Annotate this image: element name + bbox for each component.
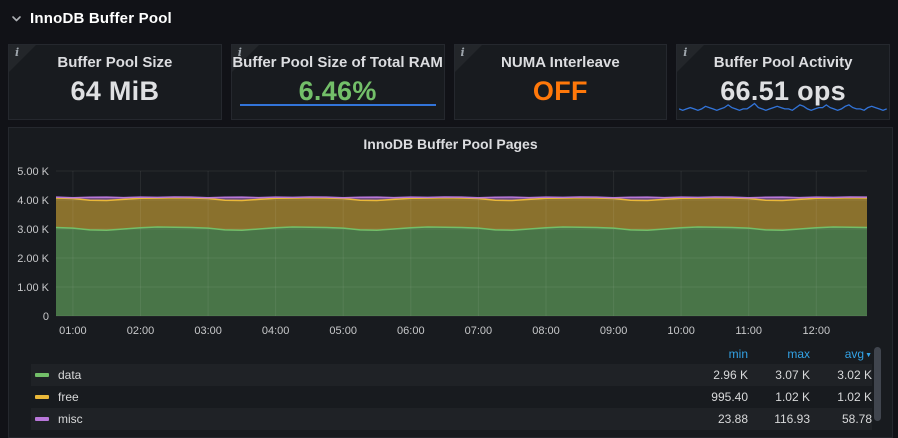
info-corner — [9, 45, 36, 72]
x-axis-label: 04:00 — [262, 325, 290, 337]
legend-min-value: 995.40 — [711, 390, 748, 404]
sort-desc-icon: ▼ — [865, 352, 872, 359]
row-title: InnoDB Buffer Pool — [30, 9, 172, 27]
line-data — [55, 226, 868, 231]
stat-panel-buffer-pool-activity: i Buffer Pool Activity 66.51 ops — [676, 44, 890, 120]
series-color-swatch — [35, 417, 49, 421]
legend-max-value: 3.07 K — [775, 368, 810, 382]
stat-value: OFF — [532, 76, 588, 106]
legend-avg-value: 1.02 K — [837, 390, 872, 404]
line-free — [55, 197, 868, 202]
stat-panels-row: i Buffer Pool Size 64 MiB i Buffer Pool Size… — [8, 44, 890, 120]
y-axis-label: 0 — [43, 311, 49, 323]
stat-panel-buffer-pool-size-of-total-ram: i Buffer Pool Size of Total RAM 6.46% — [230, 44, 445, 120]
series-label: misc — [58, 412, 83, 426]
info-icon[interactable]: i — [237, 46, 242, 59]
x-axis-label: 09:00 — [600, 325, 628, 337]
chart-title: InnoDB Buffer Pool Pages — [363, 136, 538, 152]
stat-value: 66.51 ops — [720, 76, 847, 106]
area-free — [56, 197, 867, 231]
stat-sparkline-flat — [239, 104, 436, 106]
legend-row-free: free 995.40 1.02 K 1.02 K — [31, 386, 872, 408]
legend-header-row: min max avg▼ — [31, 344, 872, 364]
y-axis-label: 2.00 K — [17, 253, 49, 265]
legend-series-misc[interactable]: misc — [31, 412, 678, 426]
series-color-swatch — [35, 395, 49, 399]
stat-title: Buffer Pool Size of Total RAM — [232, 54, 443, 71]
series-label: data — [58, 368, 82, 382]
legend-row-misc: misc 23.88 116.93 58.78 — [31, 408, 872, 430]
legend-sort-avg-label: avg — [844, 347, 865, 361]
legend-series-data[interactable]: data — [31, 368, 678, 382]
stat-value: 6.46% — [298, 76, 377, 106]
chart-legend: min max avg▼ data 2.96 K 3.07 K 3.02 K free 9… — [9, 344, 892, 430]
stat-panel-numa-interleave: i NUMA Interleave OFF — [453, 44, 668, 120]
y-axis-label: 1.00 K — [17, 282, 49, 294]
stat-sparkline — [679, 102, 887, 112]
legend-max-value: 1.02 K — [775, 390, 810, 404]
legend-avg-value: 58.78 — [841, 412, 872, 426]
info-corner — [677, 45, 705, 72]
info-corner — [231, 45, 259, 72]
y-axis-label: 5.00 K — [17, 166, 49, 178]
x-axis-label: 12:00 — [803, 325, 831, 337]
x-axis-label: 03:00 — [194, 325, 222, 337]
legend-sort-avg[interactable]: avg▼ — [810, 347, 872, 361]
stat-panel-buffer-pool-size: i Buffer Pool Size 64 MiB — [8, 44, 222, 120]
y-axis-label: 4.00 K — [17, 195, 49, 207]
x-axis-label: 02:00 — [127, 325, 155, 337]
series-color-swatch — [35, 373, 49, 377]
legend-sort-max[interactable]: max — [787, 347, 810, 361]
legend-avg-value: 3.02 K — [837, 368, 872, 382]
x-axis-label: 05:00 — [329, 325, 357, 337]
x-axis-label: 01:00 — [59, 325, 87, 337]
stat-title: Buffer Pool Size — [57, 54, 173, 71]
stat-title: NUMA Interleave — [501, 54, 620, 71]
buffer-pool-pages-chart[interactable]: 5.00 K 4.00 K 3.00 K 2.00 K 1.00 K 0 01:00 02:0… — [9, 158, 892, 342]
series-label: free — [58, 390, 79, 404]
info-icon[interactable]: i — [15, 46, 20, 59]
y-axis-label: 3.00 K — [17, 224, 49, 236]
legend-sort-min[interactable]: min — [728, 347, 748, 361]
info-icon[interactable]: i — [683, 46, 688, 59]
x-axis-label: 10:00 — [667, 325, 695, 337]
legend-min-value: 2.96 K — [713, 368, 748, 382]
stat-value: 64 MiB — [70, 76, 160, 106]
x-axis-label: 06:00 — [397, 325, 425, 337]
line-misc — [55, 196, 868, 199]
area-data — [56, 227, 867, 316]
legend-scrollbar[interactable] — [874, 347, 881, 421]
x-axis-label: 08:00 — [532, 325, 560, 337]
legend-row-data: data 2.96 K 3.07 K 3.02 K — [31, 364, 872, 386]
panel-innodb-buffer-pool-pages: InnoDB Buffer Pool Pages 5.00 K 4.00 K 3.0… — [8, 127, 893, 438]
x-axis-label: 07:00 — [465, 325, 493, 337]
x-axis-label: 11:00 — [735, 325, 762, 337]
legend-min-value: 23.88 — [717, 412, 748, 426]
row-header-innodb-buffer-pool[interactable]: InnoDB Buffer Pool — [0, 0, 898, 36]
info-icon[interactable]: i — [460, 46, 465, 59]
info-corner — [454, 45, 482, 72]
stat-title: Buffer Pool Activity — [713, 54, 853, 71]
legend-max-value: 116.93 — [774, 412, 810, 426]
chart-legend-rows: data 2.96 K 3.07 K 3.02 K free 995.40 1.02 K 1.… — [31, 364, 872, 430]
chevron-down-icon[interactable] — [10, 12, 23, 25]
legend-series-free[interactable]: free — [31, 390, 678, 404]
